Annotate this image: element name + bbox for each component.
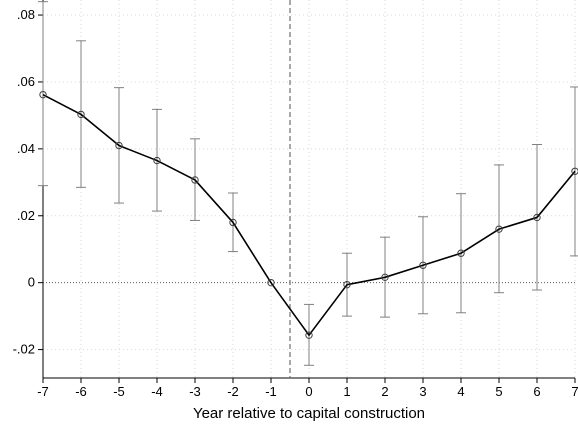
- data-markers: [39, 90, 578, 339]
- data-point: [343, 280, 351, 289]
- confidence-intervals: [38, 1, 578, 366]
- x-tick-label: -1: [265, 384, 277, 399]
- y-tick-label: 0: [28, 275, 35, 290]
- y-tick-label: .02: [17, 208, 35, 223]
- x-tick-label: -7: [37, 384, 49, 399]
- y-tick-labels: -.02 0 .02 .04 .06 .08: [13, 7, 35, 357]
- x-tick-label: 6: [533, 384, 540, 399]
- data-point: [115, 141, 123, 150]
- data-point: [533, 213, 541, 222]
- x-tick-label: -5: [113, 384, 125, 399]
- data-point: [229, 218, 237, 227]
- series-line-group: [42, 93, 576, 336]
- data-point: [571, 167, 578, 175]
- y-tick-label: -.02: [13, 342, 35, 357]
- data-point: [153, 156, 161, 165]
- x-tick-labels: -7 -6 -5 -4 -3 -2 -1 0 1 2 3 4 5 6 7: [37, 384, 578, 399]
- x-tick-label: -2: [227, 384, 239, 399]
- x-tick-label: 4: [457, 384, 464, 399]
- data-point: [381, 273, 389, 282]
- reference-lines: [43, 0, 575, 378]
- x-tick-label: -4: [151, 384, 163, 399]
- x-tick-label: -3: [189, 384, 201, 399]
- x-tick-label: 2: [381, 384, 388, 399]
- x-tick-label: 7: [571, 384, 578, 399]
- data-point: [495, 225, 503, 233]
- x-tick-label: 0: [305, 384, 312, 399]
- data-point: [191, 176, 199, 184]
- x-tick-label: 1: [343, 384, 350, 399]
- x-tick-label: -6: [75, 384, 87, 399]
- data-point: [77, 110, 85, 119]
- y-tick-label: .06: [17, 74, 35, 89]
- y-tick-label: .04: [17, 141, 35, 156]
- data-point: [39, 90, 47, 99]
- data-point: [305, 331, 313, 339]
- y-tick-label: .08: [17, 7, 35, 22]
- data-point: [267, 278, 275, 287]
- grid-lines: [42, 0, 576, 378]
- data-point: [419, 261, 427, 269]
- x-tick-label: 3: [419, 384, 426, 399]
- data-point: [457, 249, 465, 257]
- x-axis-title: Year relative to capital construction: [193, 405, 425, 422]
- series-line: [42, 93, 576, 336]
- x-tick-label: 5: [495, 384, 502, 399]
